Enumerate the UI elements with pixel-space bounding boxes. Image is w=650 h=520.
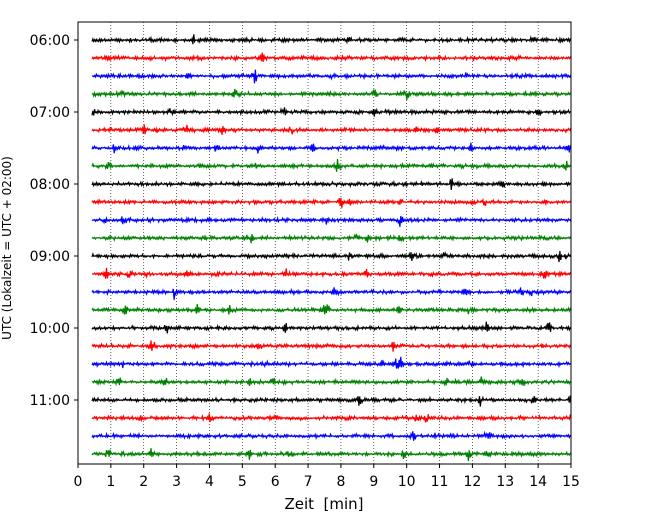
trace-0800 <box>91 178 572 191</box>
y-tick-label: 08:00 <box>30 177 70 193</box>
trace-0730 <box>91 142 572 154</box>
x-tick-label: 8 <box>336 474 345 490</box>
x-tick-label: 4 <box>205 474 214 490</box>
trace-0815 <box>91 197 572 208</box>
trace-0845 <box>91 233 572 244</box>
x-tick-label: 9 <box>369 474 378 490</box>
trace-1115 <box>91 413 572 423</box>
x-tick-label: 2 <box>139 474 148 490</box>
x-tick-label: 5 <box>238 474 247 490</box>
plot-frame <box>77 21 572 465</box>
trace-1015 <box>91 340 572 352</box>
trace-0930 <box>91 287 572 300</box>
trace-0830 <box>91 215 572 227</box>
trace-0715 <box>91 124 572 135</box>
x-tick-label: 6 <box>271 474 280 490</box>
trace-0700 <box>91 107 572 117</box>
x-tick-label: 14 <box>529 474 547 490</box>
x-tick-label: 3 <box>172 474 181 490</box>
trace-0615 <box>91 52 572 63</box>
trace-1130 <box>91 430 572 441</box>
trace-0900 <box>91 251 572 263</box>
trace-1000 <box>91 321 572 334</box>
trace-1100 <box>91 395 572 407</box>
x-tick-label: 15 <box>562 474 580 490</box>
trace-1045 <box>91 376 572 387</box>
y-tick-label: 07:00 <box>30 105 70 121</box>
trace-0600 <box>91 34 572 45</box>
trace-1030 <box>91 356 572 369</box>
trace-0630 <box>91 69 572 84</box>
x-tick-label: 11 <box>431 474 449 490</box>
y-axis-label: UTC (Lokalzeit = UTC + 02:00) <box>0 156 14 340</box>
x-tick-label: 12 <box>463 474 481 490</box>
y-tick-label: 11:00 <box>30 393 70 409</box>
x-tick-label: 1 <box>106 474 115 490</box>
trace-0645 <box>91 88 572 101</box>
x-tick-label: 10 <box>398 474 416 490</box>
x-axis-label: Zeit [min] <box>284 495 363 513</box>
trace-0915 <box>91 267 572 279</box>
trace-1145 <box>91 448 572 462</box>
x-tick-label: 0 <box>74 474 83 490</box>
y-axis: 06:00 07:00 08:00 09:00 10:00 11:00 <box>30 33 78 409</box>
x-tick-label: 7 <box>304 474 313 490</box>
trace-0745 <box>91 158 572 172</box>
y-tick-label: 09:00 <box>30 249 70 265</box>
x-axis: 0 1 2 3 4 5 6 7 8 9 10 11 12 13 14 15 <box>74 464 580 490</box>
y-tick-label: 06:00 <box>30 33 70 49</box>
trace-0945 <box>91 304 572 315</box>
seismogram-traces <box>91 34 572 462</box>
y-tick-label: 10:00 <box>30 321 70 337</box>
x-tick-label: 13 <box>496 474 514 490</box>
